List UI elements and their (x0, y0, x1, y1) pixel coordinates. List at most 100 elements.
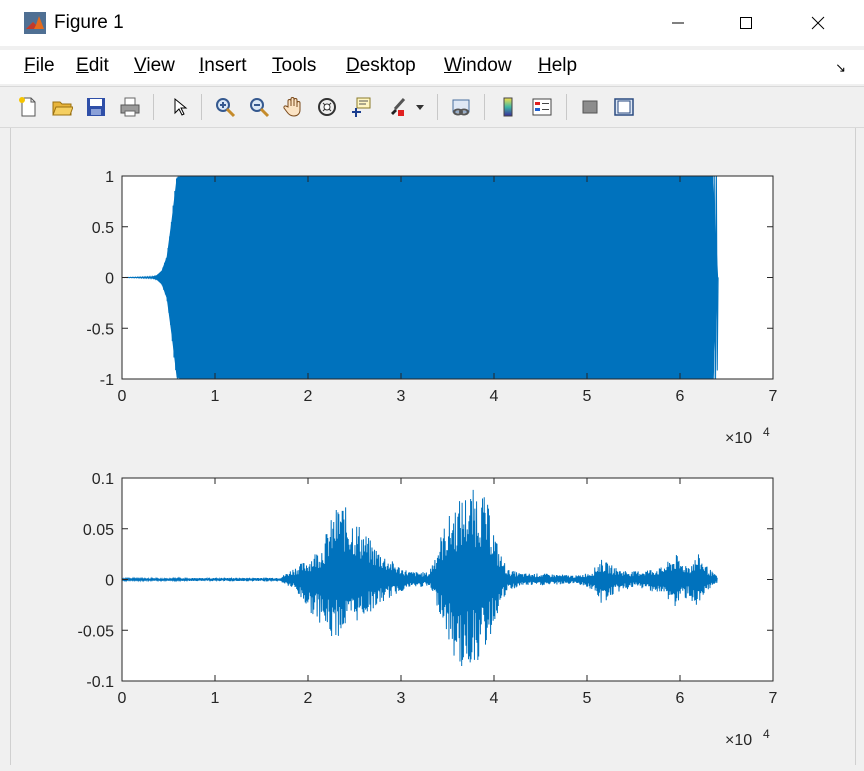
brush-button[interactable] (383, 93, 411, 121)
y-tick-label: 1 (105, 169, 114, 186)
link-plot-icon (452, 99, 470, 116)
x-tick-label: 1 (211, 690, 220, 707)
x-tick-label: 2 (304, 388, 313, 405)
axes-bottom[interactable]: 0 1 2 3 4 5 6 7 0.1 0.05 0 -0.05 -0.1 ×10 4 (78, 471, 778, 749)
link-plot-button[interactable] (447, 93, 475, 121)
menu-view[interactable]: View (134, 55, 175, 77)
x-tick-label: 7 (769, 388, 778, 405)
rotate-3d-icon (318, 98, 336, 116)
hide-plot-tools-button[interactable] (576, 93, 604, 121)
brush-dropdown-button[interactable] (412, 93, 428, 121)
figure-canvas: 0 1 2 3 4 5 6 7 1 0.5 0 -0.5 -1 ×10 4 0 1 2 3 4 5 6 7 0.1 0.05 0… (10, 128, 856, 765)
menu-view-mnemonic: V (134, 55, 147, 76)
open-file-button[interactable] (48, 93, 76, 121)
close-icon (811, 16, 825, 30)
zoom-in-button[interactable] (211, 93, 239, 121)
toolbar-separator (437, 94, 438, 120)
x-tick-label: 5 (583, 690, 592, 707)
save-icon (87, 98, 105, 116)
new-figure-button[interactable] (14, 93, 42, 121)
print-icon (120, 97, 140, 117)
x-tick-label: 1 (211, 388, 220, 405)
insert-colorbar-button[interactable] (494, 93, 522, 121)
x-tick-label: 3 (397, 690, 406, 707)
maximize-icon (740, 17, 752, 29)
x-exponent-label: ×10 (725, 430, 752, 447)
show-plot-tools-icon (614, 98, 634, 116)
x-tick-label: 5 (583, 388, 592, 405)
menu-bar: File Edit View Insert Tools Desktop Wind… (0, 50, 864, 84)
menu-insert[interactable]: Insert (199, 55, 247, 77)
zoom-in-icon (216, 98, 236, 118)
y-tick-label: 0 (105, 573, 114, 590)
menu-desktop-label: esktop (359, 55, 416, 76)
maximize-button[interactable] (711, 0, 781, 46)
x-tick-label: 4 (490, 690, 499, 707)
x-tick-label: 2 (304, 690, 313, 707)
zoom-out-button[interactable] (245, 93, 273, 121)
brush-dropdown-icon (416, 105, 424, 110)
x-tick-label: 6 (676, 690, 685, 707)
y-tick-label: 0 (105, 271, 114, 288)
menu-window[interactable]: Window (444, 55, 512, 77)
close-button[interactable] (783, 0, 853, 46)
minimize-icon (672, 22, 684, 24)
pan-hand-icon (283, 97, 301, 117)
menu-file[interactable]: File (24, 55, 55, 77)
dock-arrow-icon[interactable]: ↘ (835, 60, 846, 75)
menu-view-label: iew (146, 55, 175, 76)
pan-button[interactable] (279, 93, 307, 121)
data-cursor-button[interactable] (347, 93, 375, 121)
menu-edit-label: dit (88, 55, 109, 76)
new-figure-icon (19, 97, 36, 117)
axes-top[interactable]: 0 1 2 3 4 5 6 7 1 0.5 0 -0.5 -1 ×10 4 (86, 169, 777, 447)
edit-plot-button[interactable] (165, 93, 193, 121)
hide-plot-tools-icon (582, 100, 598, 114)
x-tick-label: 6 (676, 388, 685, 405)
menu-edit-mnemonic: E (76, 55, 89, 76)
menu-insert-label: nsert (204, 55, 247, 76)
menu-file-label: ile (35, 55, 55, 76)
print-button[interactable] (116, 93, 144, 121)
insert-legend-button[interactable] (528, 93, 556, 121)
window-title: Figure 1 (54, 12, 124, 33)
menu-desktop[interactable]: Desktop (346, 55, 416, 77)
menu-window-label: indow (461, 55, 512, 76)
save-button[interactable] (82, 93, 110, 121)
y-tick-label: -0.5 (86, 321, 114, 338)
x-exponent-power: 4 (763, 425, 770, 439)
menu-help-label: elp (551, 55, 578, 76)
y-tick-label: -0.05 (78, 623, 115, 640)
menu-tools-mnemonic: T (272, 55, 282, 76)
open-file-icon (52, 101, 73, 116)
zoom-out-icon (250, 98, 270, 118)
menu-tools[interactable]: Tools (272, 55, 316, 77)
menu-file-mnemonic: F (24, 55, 36, 76)
toolbar-separator (484, 94, 485, 120)
menu-help-mnemonic: H (538, 55, 552, 76)
x-tick-label: 3 (397, 388, 406, 405)
title-bar: Figure 1 (0, 0, 864, 46)
figure-toolbar (0, 86, 864, 128)
minimize-button[interactable] (643, 0, 713, 46)
x-tick-label: 7 (769, 690, 778, 707)
toolbar-separator (153, 94, 154, 120)
y-tick-label: -0.1 (86, 674, 114, 691)
menu-window-mnemonic: W (444, 55, 462, 76)
rotate-3d-button[interactable] (313, 93, 341, 121)
insert-legend-icon (532, 98, 552, 116)
menu-edit[interactable]: Edit (76, 55, 109, 77)
menu-insert-mnemonic: I (199, 55, 205, 76)
data-cursor-icon (352, 97, 371, 117)
signal-line (121, 489, 718, 667)
x-exponent-power: 4 (763, 727, 770, 741)
y-tick-label: 0.5 (92, 220, 114, 237)
brush-icon (391, 97, 406, 116)
menu-desktop-mnemonic: D (346, 55, 360, 76)
show-plot-tools-button[interactable] (610, 93, 638, 121)
plot-canvas: 0 1 2 3 4 5 6 710.50-0.5-1×10 4 0 1 2 3 4 5 6 70.10.050… (78, 169, 778, 749)
menu-help[interactable]: Help (538, 55, 577, 77)
y-tick-label: -1 (100, 372, 114, 389)
x-tick-label: 0 (118, 690, 127, 707)
